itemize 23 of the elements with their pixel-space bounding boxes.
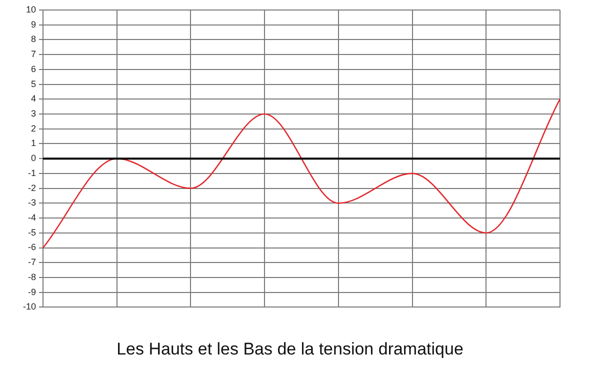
y-tick-label: 7 [30, 49, 36, 60]
y-tick-label: 4 [30, 94, 36, 104]
line-series [42, 98, 561, 248]
y-tick-label: -8 [28, 272, 36, 282]
y-tick-label: 0 [30, 153, 36, 164]
y-tick-label: -4 [28, 212, 36, 223]
y-tick-label: 10 [26, 4, 36, 14]
y-tick-label: 2 [30, 123, 36, 134]
y-tick-label: -1 [28, 168, 36, 178]
y-tick-label: 8 [30, 34, 36, 44]
y-tick-label: -9 [28, 286, 36, 297]
y-tick-label: -10 [22, 302, 36, 312]
text: Les Hauts et les Bas de la tension dramatique [116, 339, 464, 358]
y-tick-label: 6 [30, 64, 36, 74]
y-tick-label: 5 [30, 78, 36, 89]
y-tick-label: 9 [30, 19, 36, 30]
y-tick-label: -6 [28, 242, 36, 252]
y-tick-label: -5 [28, 227, 36, 238]
y-tick-label: -7 [28, 257, 36, 268]
y-tick-label: 1 [30, 138, 36, 148]
y-tick-label: -2 [28, 182, 36, 193]
y-tick-label: 3 [30, 108, 36, 119]
y-tick-label: -3 [28, 198, 36, 208]
